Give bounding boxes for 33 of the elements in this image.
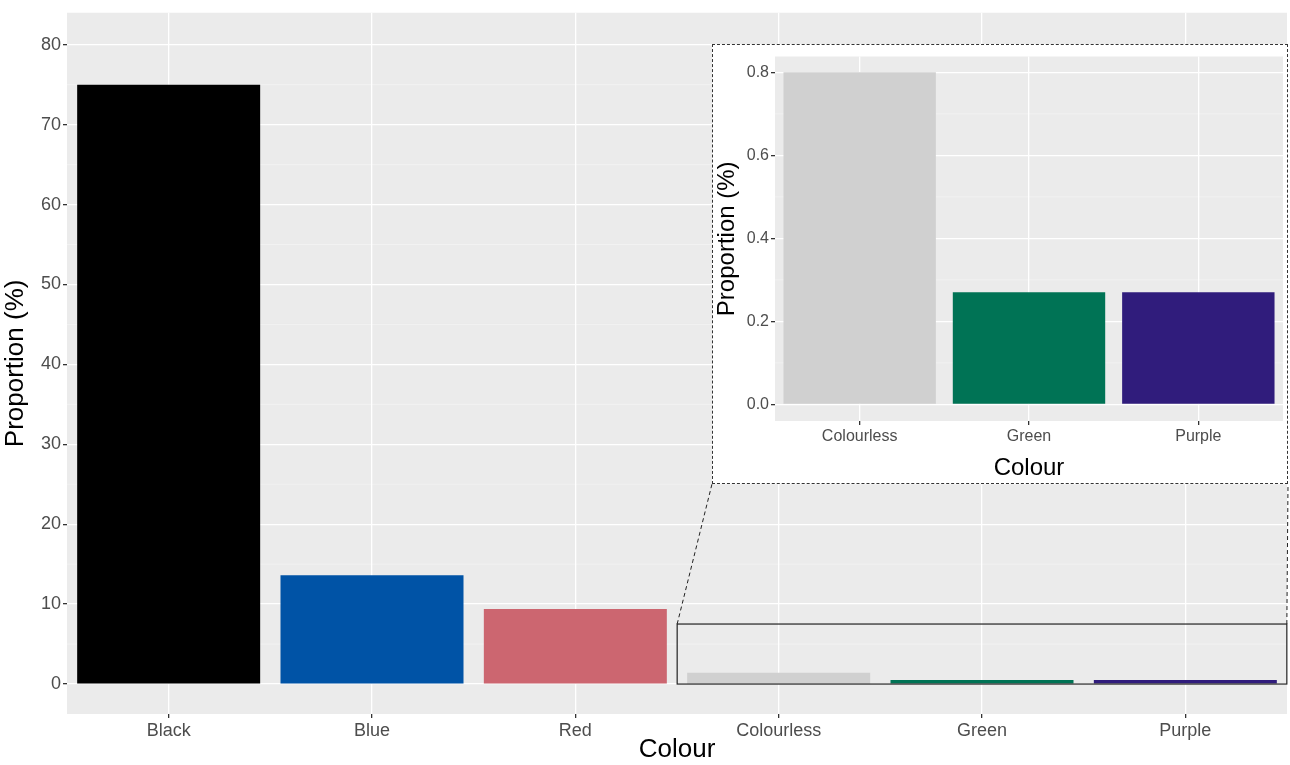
y-axis-title: Proportion (%) [712, 161, 740, 317]
y-tick-label: 0.8 [746, 62, 770, 80]
x-tick-label: Colourless [821, 427, 898, 445]
x-tick-label: Purple [1175, 427, 1222, 445]
x-tick-label: Red [558, 719, 592, 740]
y-tick-label: 50 [40, 273, 61, 294]
bar [280, 575, 464, 684]
y-tick-label: 40 [40, 353, 61, 374]
y-tick-label: 0.6 [746, 145, 770, 163]
x-tick-label: Blue [353, 719, 391, 740]
y-tick-label: 80 [40, 33, 61, 54]
y-axis-title: Proportion (%) [0, 279, 29, 448]
y-tick-label: 20 [40, 513, 61, 534]
x-tick-label: Black [146, 719, 192, 740]
x-tick-label: Purple [1159, 719, 1212, 740]
x-tick-label: Colourless [736, 719, 822, 740]
y-tick-label: 0.2 [746, 311, 770, 329]
x-tick-label: Green [1006, 427, 1052, 445]
bar [890, 680, 1074, 684]
bar [77, 84, 261, 684]
x-axis-title: Colour [638, 732, 716, 763]
x-axis-title: Colour [993, 453, 1065, 481]
y-tick-label: 60 [40, 193, 61, 214]
y-tick-label: 0.4 [746, 228, 770, 246]
y-tick-label: 70 [40, 113, 61, 134]
bar [687, 672, 871, 684]
y-tick-label: 0 [50, 673, 61, 693]
y-tick-label: 30 [40, 433, 61, 454]
x-tick-label: Green [956, 719, 1008, 740]
bar [1093, 680, 1277, 684]
bar [483, 608, 667, 684]
y-tick-label: 0.0 [746, 394, 770, 412]
y-tick-label: 10 [40, 593, 61, 614]
